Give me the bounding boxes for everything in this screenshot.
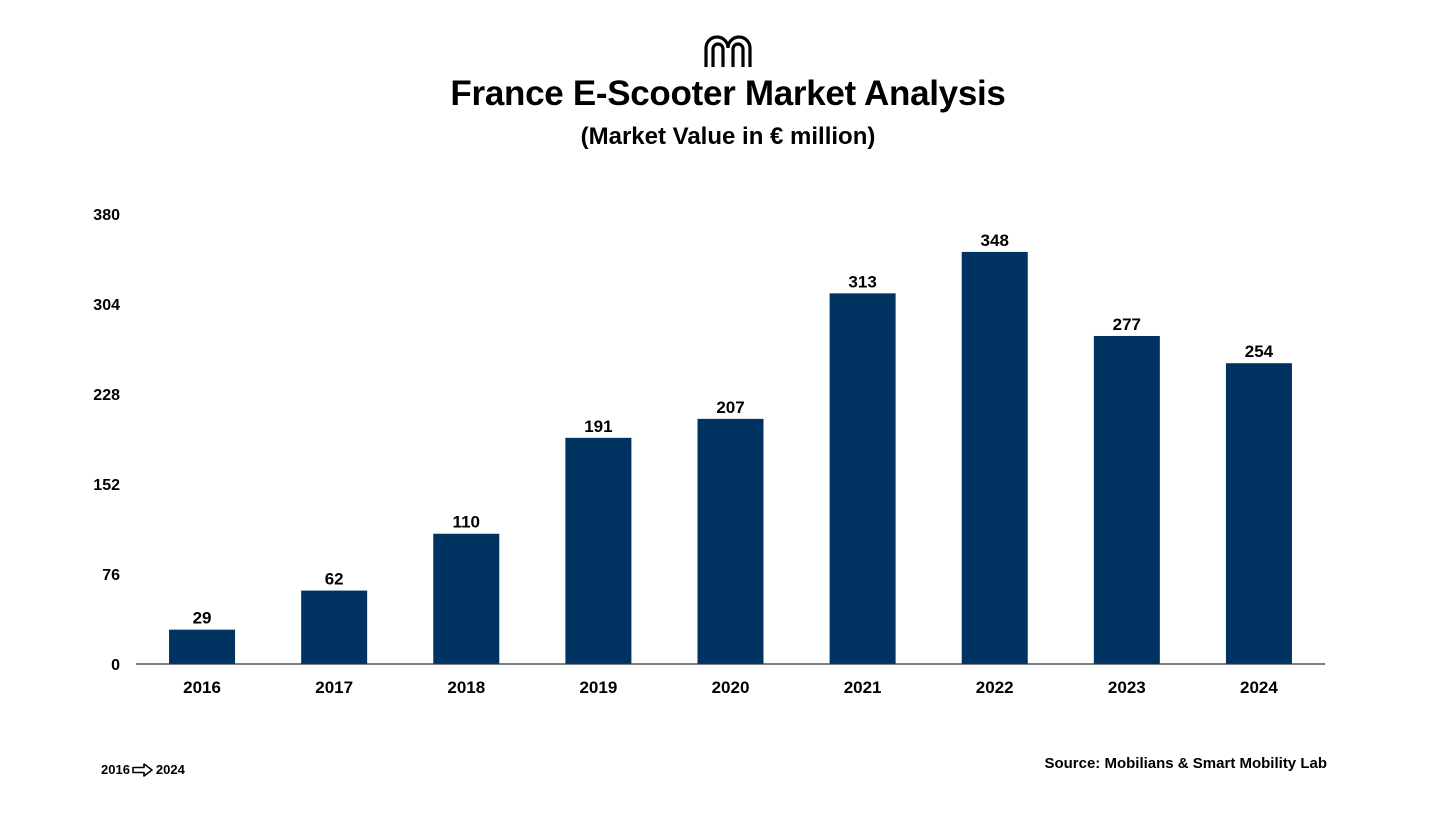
bar-value-label: 313 bbox=[848, 272, 876, 291]
range-start: 2016 bbox=[101, 762, 130, 777]
mobilians-logo-icon bbox=[704, 35, 752, 67]
bar bbox=[1225, 363, 1292, 664]
bar-value-label: 277 bbox=[1113, 315, 1141, 334]
bar-value-label: 191 bbox=[584, 417, 612, 436]
bar bbox=[433, 533, 500, 664]
bar bbox=[301, 590, 368, 664]
chart-subtitle: (Market Value in € million) bbox=[580, 123, 876, 150]
bar bbox=[1093, 335, 1160, 664]
right-arrow-icon bbox=[132, 762, 153, 777]
range-end: 2024 bbox=[155, 762, 185, 777]
bar bbox=[961, 251, 1028, 665]
y-tick-label: 152 bbox=[93, 477, 120, 494]
x-tick-label: 2017 bbox=[315, 678, 353, 697]
x-tick-label: 2018 bbox=[447, 678, 485, 697]
x-tick-label: 2019 bbox=[579, 678, 617, 697]
bars bbox=[169, 251, 1292, 665]
x-tick-label: 2021 bbox=[844, 678, 882, 697]
bar-value-label: 29 bbox=[193, 609, 212, 628]
bar-value-label: 110 bbox=[453, 513, 480, 532]
bar bbox=[565, 437, 632, 664]
bar-value-label: 207 bbox=[716, 398, 744, 417]
x-tick-label: 2024 bbox=[1240, 678, 1278, 697]
y-tick-label: 380 bbox=[93, 207, 120, 224]
x-axis-ticks: 2016 2017 2018 2019 2020 2021 2022 2023 2024 bbox=[183, 678, 1278, 697]
y-tick-label: 0 bbox=[111, 657, 120, 674]
y-tick-label: 304 bbox=[93, 297, 120, 314]
bar-value-label: 254 bbox=[1245, 342, 1274, 361]
x-tick-label: 2023 bbox=[1108, 678, 1146, 697]
x-tick-label: 2020 bbox=[712, 678, 750, 697]
y-tick-label: 228 bbox=[93, 387, 120, 404]
x-tick-label: 2016 bbox=[183, 678, 221, 697]
x-tick-label: 2022 bbox=[976, 678, 1014, 697]
bar-value-label: 62 bbox=[325, 570, 344, 589]
bar-value-labels: 29 62 110 191 207 313 348 277 254 bbox=[193, 231, 1274, 628]
bar bbox=[169, 629, 236, 664]
y-tick-label: 76 bbox=[102, 567, 120, 584]
date-range: 2016 2024 bbox=[101, 762, 185, 777]
chart-title: France E-Scooter Market Analysis bbox=[450, 74, 1006, 113]
bar bbox=[829, 293, 896, 664]
source-note: Source: Mobilians & Smart Mobility Lab bbox=[1044, 755, 1327, 772]
bar bbox=[697, 418, 764, 664]
y-axis-ticks: 0 76 152 228 304 380 bbox=[93, 207, 120, 674]
bar-value-label: 348 bbox=[981, 231, 1009, 250]
